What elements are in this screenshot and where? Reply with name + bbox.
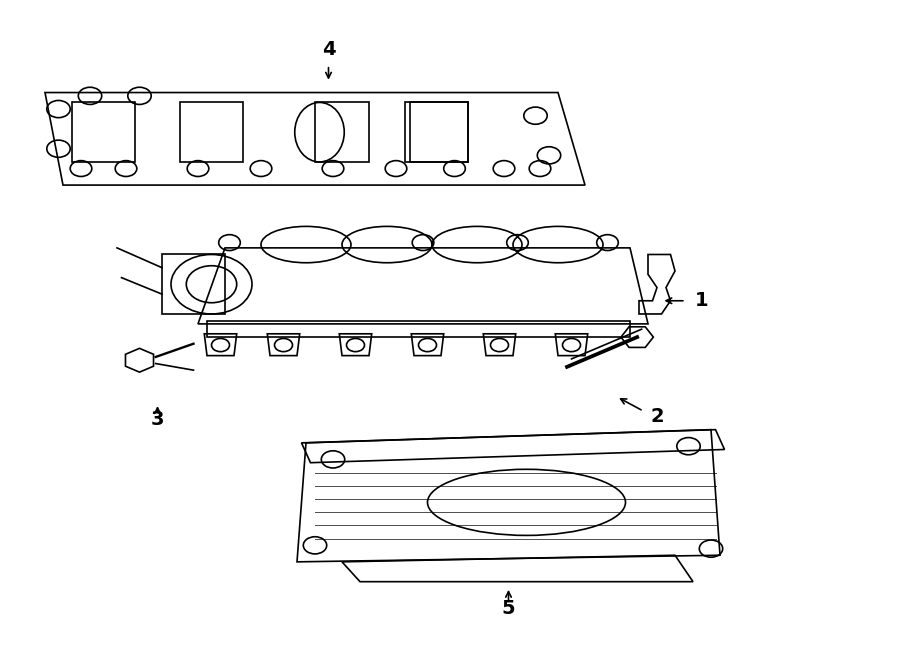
Text: 2: 2 <box>650 407 664 426</box>
Text: 1: 1 <box>695 292 709 310</box>
Text: 5: 5 <box>501 599 516 617</box>
Text: 3: 3 <box>151 410 164 429</box>
Text: 4: 4 <box>321 40 336 59</box>
